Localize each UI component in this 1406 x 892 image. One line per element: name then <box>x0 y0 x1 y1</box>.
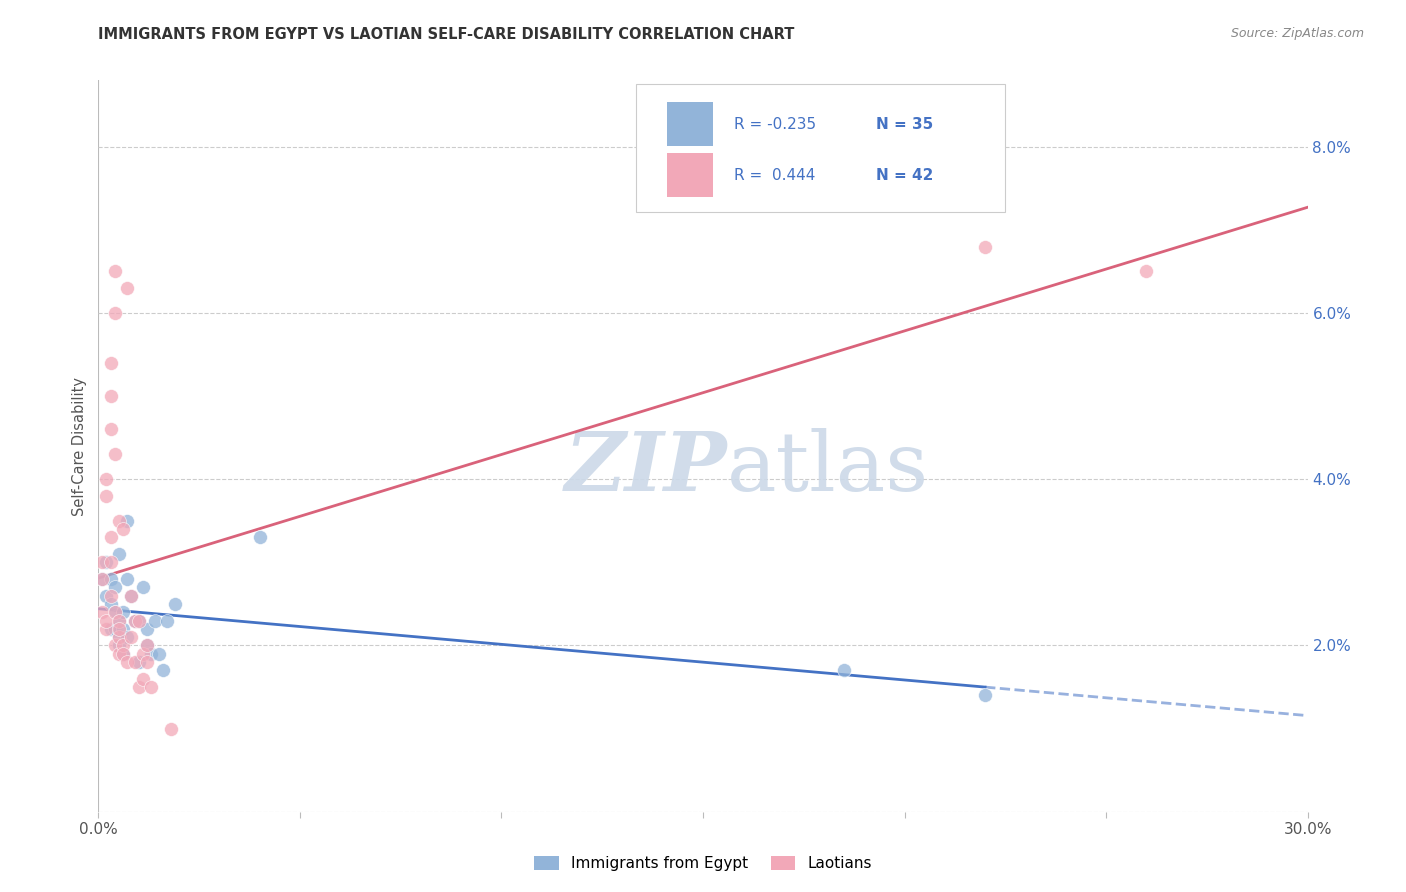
Text: N = 42: N = 42 <box>876 168 934 183</box>
Point <box>100 622 122 636</box>
Point <box>96 589 118 603</box>
Point <box>135 639 157 653</box>
Point <box>103 622 125 636</box>
Point <box>128 655 150 669</box>
Text: R = -0.235: R = -0.235 <box>734 117 817 132</box>
Text: atlas: atlas <box>727 428 929 508</box>
Point <box>107 614 129 628</box>
Point <box>103 605 125 619</box>
Point <box>115 655 138 669</box>
Point <box>107 614 129 628</box>
Legend: Immigrants from Egypt, Laotians: Immigrants from Egypt, Laotians <box>527 849 879 877</box>
Text: IMMIGRANTS FROM EGYPT VS LAOTIAN SELF-CARE DISABILITY CORRELATION CHART: IMMIGRANTS FROM EGYPT VS LAOTIAN SELF-CA… <box>98 27 794 42</box>
Point <box>152 664 174 678</box>
Point <box>100 389 122 403</box>
Point <box>91 605 114 619</box>
Point <box>120 589 142 603</box>
Point <box>832 664 855 678</box>
FancyBboxPatch shape <box>666 103 713 146</box>
Point <box>163 597 186 611</box>
Point <box>143 614 166 628</box>
Point <box>120 630 142 644</box>
Point <box>91 555 114 569</box>
Point <box>124 614 146 628</box>
Point <box>111 605 134 619</box>
Point <box>100 572 122 586</box>
Point <box>974 689 997 703</box>
Point <box>103 264 125 278</box>
Point <box>100 589 122 603</box>
Point <box>111 639 134 653</box>
Point <box>156 614 179 628</box>
Point <box>115 630 138 644</box>
Point <box>128 680 150 694</box>
Point <box>107 639 129 653</box>
Point <box>91 572 114 586</box>
Point <box>111 647 134 661</box>
Point <box>107 547 129 561</box>
Y-axis label: Self-Care Disability: Self-Care Disability <box>72 376 87 516</box>
Point <box>100 422 122 436</box>
Point <box>96 555 118 569</box>
Point <box>96 622 118 636</box>
Point <box>103 306 125 320</box>
FancyBboxPatch shape <box>637 84 1005 212</box>
Point <box>139 680 162 694</box>
Point <box>96 614 118 628</box>
Point <box>96 489 118 503</box>
Point <box>96 472 118 486</box>
Point <box>107 622 129 636</box>
Point <box>111 647 134 661</box>
Point <box>1135 264 1157 278</box>
Point <box>111 622 134 636</box>
Point <box>107 647 129 661</box>
Text: N = 35: N = 35 <box>876 117 934 132</box>
Point <box>115 281 138 295</box>
Point <box>132 672 155 686</box>
Point <box>139 647 162 661</box>
Point <box>111 522 134 536</box>
FancyBboxPatch shape <box>666 153 713 197</box>
Text: Source: ZipAtlas.com: Source: ZipAtlas.com <box>1230 27 1364 40</box>
Point <box>135 622 157 636</box>
Point <box>135 639 157 653</box>
Point <box>160 722 183 736</box>
Point <box>132 647 155 661</box>
Point <box>100 530 122 544</box>
Point <box>91 572 114 586</box>
Point <box>124 655 146 669</box>
Point <box>132 580 155 594</box>
Point <box>103 580 125 594</box>
Point <box>103 447 125 461</box>
Text: ZIP: ZIP <box>565 428 727 508</box>
Point <box>148 647 170 661</box>
Point <box>107 630 129 644</box>
Point <box>100 555 122 569</box>
Point <box>103 605 125 619</box>
Point <box>100 356 122 370</box>
Point <box>115 514 138 528</box>
Point <box>120 589 142 603</box>
Point <box>974 239 997 253</box>
Point <box>107 630 129 644</box>
Point <box>135 655 157 669</box>
Point <box>128 614 150 628</box>
Point <box>124 614 146 628</box>
Point <box>249 530 271 544</box>
Point <box>128 614 150 628</box>
Point <box>103 639 125 653</box>
Point <box>115 572 138 586</box>
Point <box>107 514 129 528</box>
Text: R =  0.444: R = 0.444 <box>734 168 815 183</box>
Point <box>100 597 122 611</box>
